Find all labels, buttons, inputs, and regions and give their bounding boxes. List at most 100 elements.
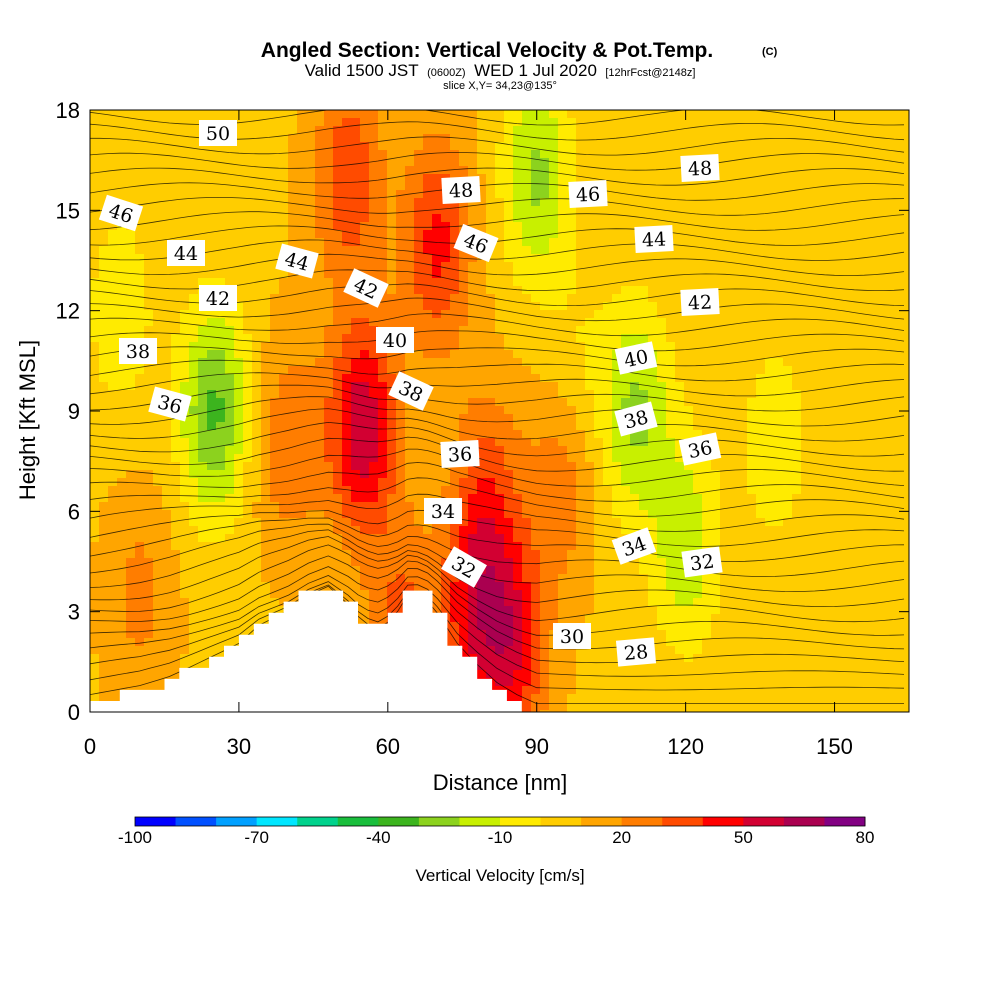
velocity-cell [315,190,325,199]
velocity-cell [486,430,496,439]
velocity-cell [774,446,784,455]
velocity-cell [882,254,892,263]
velocity-cell [531,318,541,327]
velocity-cell [666,206,676,215]
velocity-cell [774,510,784,519]
velocity-cell [261,254,271,263]
velocity-cell [333,198,343,207]
velocity-cell [702,182,712,191]
velocity-cell [666,342,676,351]
velocity-cell [117,542,127,551]
velocity-cell [261,166,271,175]
velocity-cell [162,470,172,479]
velocity-cell [315,230,325,239]
velocity-cell [585,406,595,415]
velocity-cell [90,246,100,255]
velocity-cell [405,134,415,143]
velocity-cell [378,294,388,303]
velocity-cell [684,254,694,263]
velocity-cell [801,366,811,375]
velocity-cell [216,454,226,463]
velocity-cell [252,110,262,119]
velocity-cell [513,286,523,295]
velocity-cell [738,150,748,159]
velocity-cell [837,358,847,367]
velocity-cell [252,358,262,367]
velocity-cell [279,366,289,375]
velocity-cell [297,342,307,351]
velocity-cell [801,150,811,159]
velocity-cell [495,110,505,119]
velocity-cell [171,518,181,527]
velocity-cell [585,134,595,143]
velocity-cell [315,518,325,527]
velocity-cell [639,198,649,207]
velocity-cell [576,326,586,335]
velocity-cell [108,294,118,303]
velocity-cell [342,406,352,415]
velocity-cell [837,142,847,151]
velocity-cell [882,158,892,167]
velocity-cell [162,422,172,431]
velocity-cell [828,422,838,431]
velocity-cell [576,398,586,407]
velocity-cell [900,342,909,351]
velocity-cell [783,390,793,399]
velocity-cell [792,270,802,279]
velocity-cell [594,406,604,415]
velocity-cell [549,470,559,479]
velocity-cell [828,366,838,375]
velocity-cell [288,302,298,311]
velocity-cell [693,430,703,439]
velocity-cell [621,342,631,351]
velocity-cell [531,174,541,183]
velocity-cell [513,350,523,359]
velocity-cell [315,366,325,375]
velocity-cell [360,358,370,367]
velocity-cell [666,358,676,367]
velocity-cell [549,414,559,423]
velocity-cell [333,206,343,215]
velocity-cell [441,158,451,167]
velocity-cell [126,382,136,391]
velocity-cell [432,190,442,199]
velocity-cell [279,118,289,127]
velocity-cell [351,190,361,199]
velocity-cell [549,366,559,375]
velocity-cell [594,142,604,151]
velocity-cell [198,142,208,151]
velocity-cell [288,350,298,359]
velocity-cell [387,542,397,551]
velocity-cell [576,158,586,167]
velocity-cell [675,478,685,487]
velocity-cell [603,374,613,383]
velocity-cell [828,214,838,223]
velocity-cell [315,278,325,287]
velocity-cell [729,334,739,343]
velocity-cell [639,494,649,503]
velocity-cell [324,206,334,215]
velocity-cell [279,190,289,199]
velocity-cell [396,230,406,239]
velocity-cell [765,350,775,359]
velocity-cell [648,182,658,191]
velocity-cell [576,510,586,519]
velocity-cell [765,414,775,423]
velocity-cell [720,326,730,335]
velocity-cell [198,542,208,551]
velocity-cell [108,230,118,239]
velocity-cell [270,110,280,119]
velocity-cell [612,158,622,167]
velocity-cell [126,502,136,511]
velocity-cell [117,166,127,175]
velocity-cell [414,278,424,287]
velocity-cell [369,510,379,519]
velocity-cell [792,486,802,495]
velocity-cell [729,126,739,135]
velocity-cell [225,462,235,471]
velocity-cell [738,478,748,487]
velocity-cell [234,174,244,183]
velocity-cell [774,350,784,359]
velocity-cell [387,110,397,119]
velocity-cell [225,262,235,271]
